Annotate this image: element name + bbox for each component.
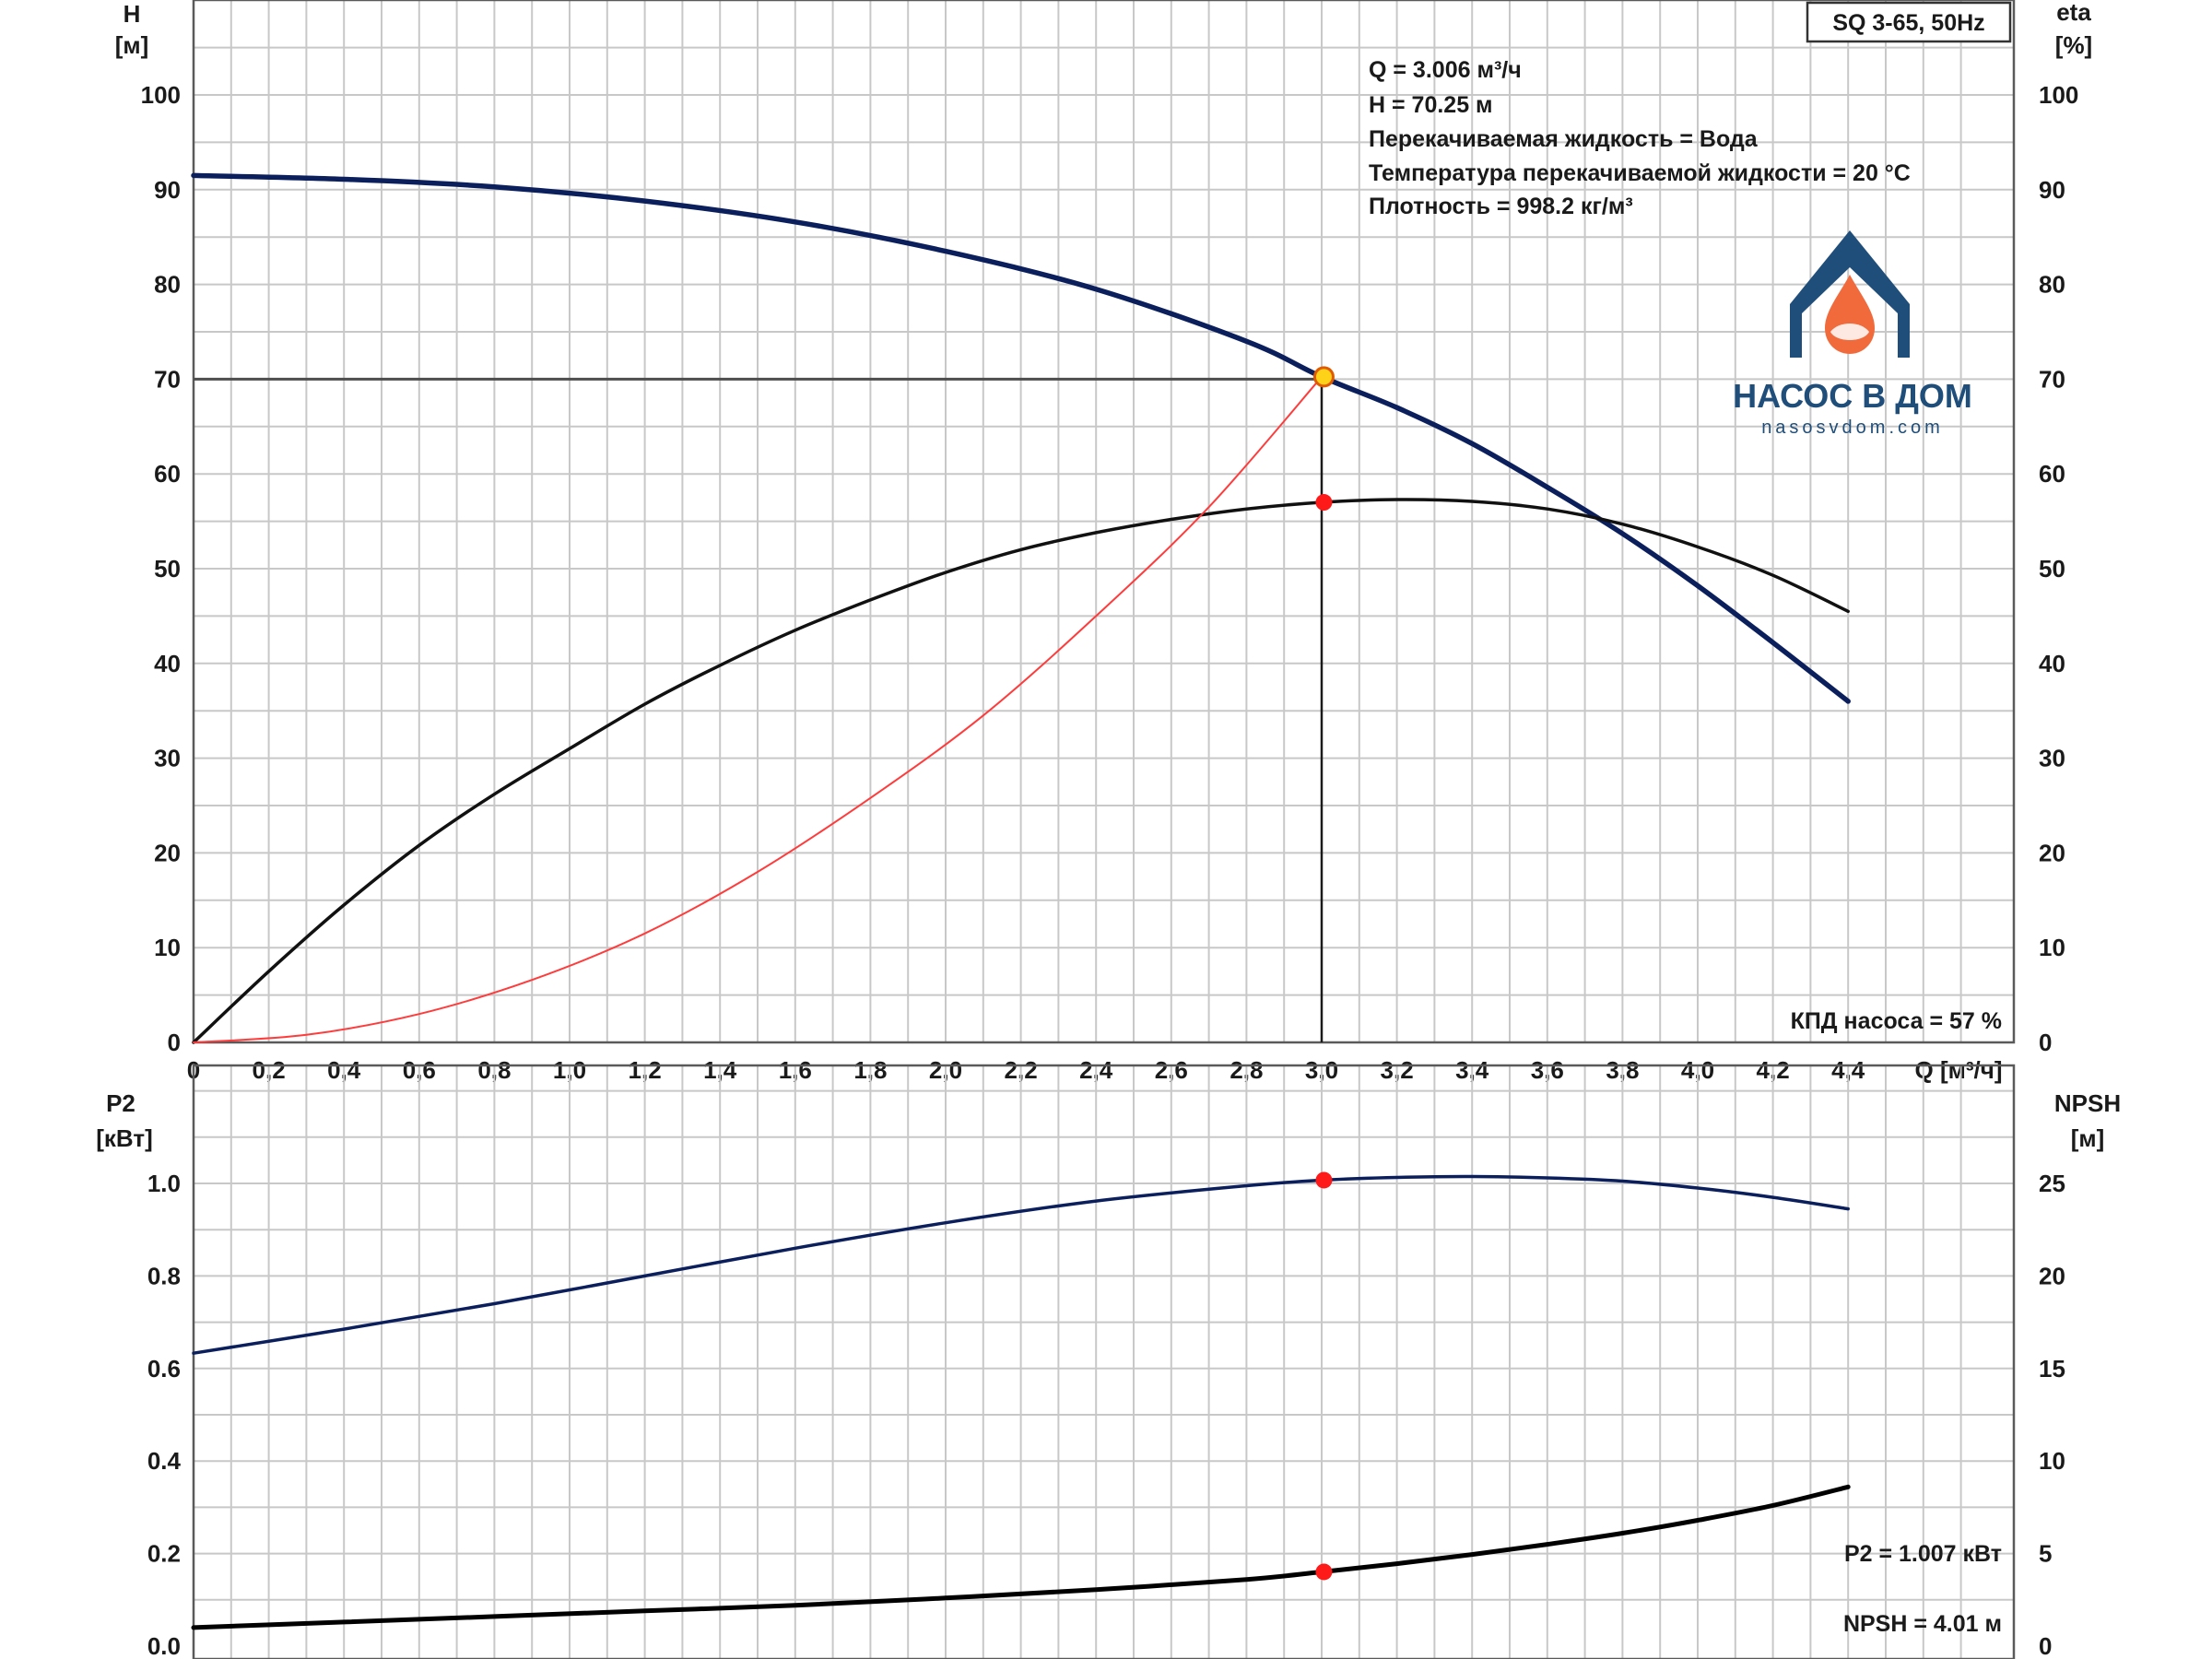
eta-tick-label: 90 <box>2039 176 2065 204</box>
power-npsh-plot: 0.0 0.2 0.4 0.6 0.8 1.0 0 5 10 15 20 25 P2 [кВт] NP… <box>96 1064 2121 1659</box>
head-tick-label: 40 <box>154 650 181 677</box>
npsh-tick-label: 0 <box>2039 1632 2052 1659</box>
head-tick-label: 10 <box>154 934 181 961</box>
duty-point-head <box>1312 366 1335 388</box>
info-liquid: Перекачиваемая жидкость = Вода <box>1369 126 1759 152</box>
eta-tick-label: 70 <box>2039 365 2065 393</box>
npsh-tick-label: 20 <box>2039 1262 2065 1289</box>
head-tick-label: 30 <box>154 745 181 772</box>
duty-point-power <box>1315 1171 1333 1189</box>
eta-tick-label: 10 <box>2039 934 2065 961</box>
head-tick-label: 60 <box>154 460 181 488</box>
info-temperature: Температура перекачиваемой жидкости = 20… <box>1369 160 1911 186</box>
house-drop-icon <box>1790 230 1910 358</box>
npsh-tick-label: 10 <box>2039 1447 2065 1475</box>
info-density: Плотность = 998.2 кг/м³ <box>1369 194 1633 219</box>
eta-tick-label: 80 <box>2039 271 2065 299</box>
efficiency-curve <box>192 498 1850 1044</box>
eta-axis-unit: [%] <box>2055 31 2092 59</box>
power-tick-label: 0.4 <box>147 1447 182 1475</box>
head-tick-label: 90 <box>154 176 181 204</box>
eta-tick-label: 30 <box>2039 745 2065 772</box>
pump-label: SQ 3-65, 50Hz <box>1832 10 1984 36</box>
eta-tick-label: 60 <box>2039 460 2065 488</box>
npsh-axis-unit: [м] <box>2071 1124 2105 1152</box>
brand-site: nasosvdom.com <box>1761 418 1944 438</box>
power-tick-label: 0.2 <box>147 1540 181 1568</box>
npsh-tick-label: 5 <box>2039 1540 2052 1568</box>
head-tick-label: 20 <box>154 839 181 866</box>
power-tick-label: 0.6 <box>147 1355 181 1382</box>
power-curve <box>192 1174 1850 1355</box>
eta-tick-label: 100 <box>2039 81 2078 109</box>
pump-label-box <box>1806 1 2012 43</box>
head-plot-curves <box>191 172 1851 1044</box>
efficiency-note: КПД насоса = 57 % <box>1791 1008 2002 1034</box>
system-curve <box>193 375 1323 1043</box>
power-tick-label: 0.0 <box>147 1632 181 1659</box>
power-axis-label: P2 <box>106 1089 135 1117</box>
eta-tick-label: 40 <box>2039 650 2065 677</box>
flow-axis-label: Q [м³/ч] <box>1915 1056 2003 1084</box>
head-axis-label: H <box>124 0 141 28</box>
head-axis-unit: [м] <box>115 31 149 59</box>
head-curve <box>191 172 1851 704</box>
duty-point-npsh <box>1315 1563 1333 1581</box>
duty-point-efficiency <box>1315 494 1333 512</box>
npsh-axis-label: NPSH <box>2054 1089 2121 1117</box>
head-tick-label: 70 <box>154 365 181 393</box>
npsh-curve <box>191 1484 1851 1630</box>
power-plot-curves <box>191 1174 1851 1630</box>
head-tick-label: 0 <box>168 1029 181 1056</box>
npsh-tick-label: 15 <box>2039 1355 2065 1382</box>
power-plot-ticks: 0.0 0.2 0.4 0.6 0.8 1.0 0 5 10 15 20 25 <box>147 1170 2065 1659</box>
head-plot-frame <box>192 0 2016 1044</box>
head-tick-label: 100 <box>141 81 181 109</box>
eta-tick-label: 0 <box>2039 1029 2052 1056</box>
power-note: P2 = 1.007 кВт <box>1844 1541 2002 1567</box>
power-tick-label: 0.8 <box>147 1262 181 1289</box>
duty-info: Q = 3.006 м³/ч H = 70.25 м Перекачиваема… <box>1369 57 1911 219</box>
eta-tick-label: 20 <box>2039 839 2065 866</box>
power-tick-label: 1.0 <box>147 1170 181 1197</box>
power-plot-grid <box>194 1065 2014 1659</box>
eta-tick-label: 50 <box>2039 555 2065 582</box>
brand-name: НАСОС В ДОМ <box>1733 377 1972 415</box>
info-flow: Q = 3.006 м³/ч <box>1369 57 1522 83</box>
head-plot-duty-points <box>1312 366 1335 512</box>
head-plot-grid <box>194 0 2014 1042</box>
info-head: H = 70.25 м <box>1369 92 1493 118</box>
eta-axis-label: eta <box>2056 0 2091 26</box>
head-tick-label: 50 <box>154 555 181 582</box>
head-efficiency-plot: 0 10 20 30 40 50 60 70 80 90 100 0 10 20 30 40 50 60 70 80 9… <box>115 0 2092 1084</box>
npsh-note: NPSH = 4.01 м <box>1843 1611 2002 1637</box>
power-axis-unit: [кВт] <box>96 1124 153 1152</box>
power-plot-frame <box>192 1064 2016 1659</box>
npsh-tick-label: 25 <box>2039 1170 2065 1197</box>
power-plot-duty-points <box>1315 1171 1333 1581</box>
brand-logo: НАСОС В ДОМ nasosvdom.com <box>1733 230 1972 438</box>
head-tick-label: 80 <box>154 271 181 299</box>
